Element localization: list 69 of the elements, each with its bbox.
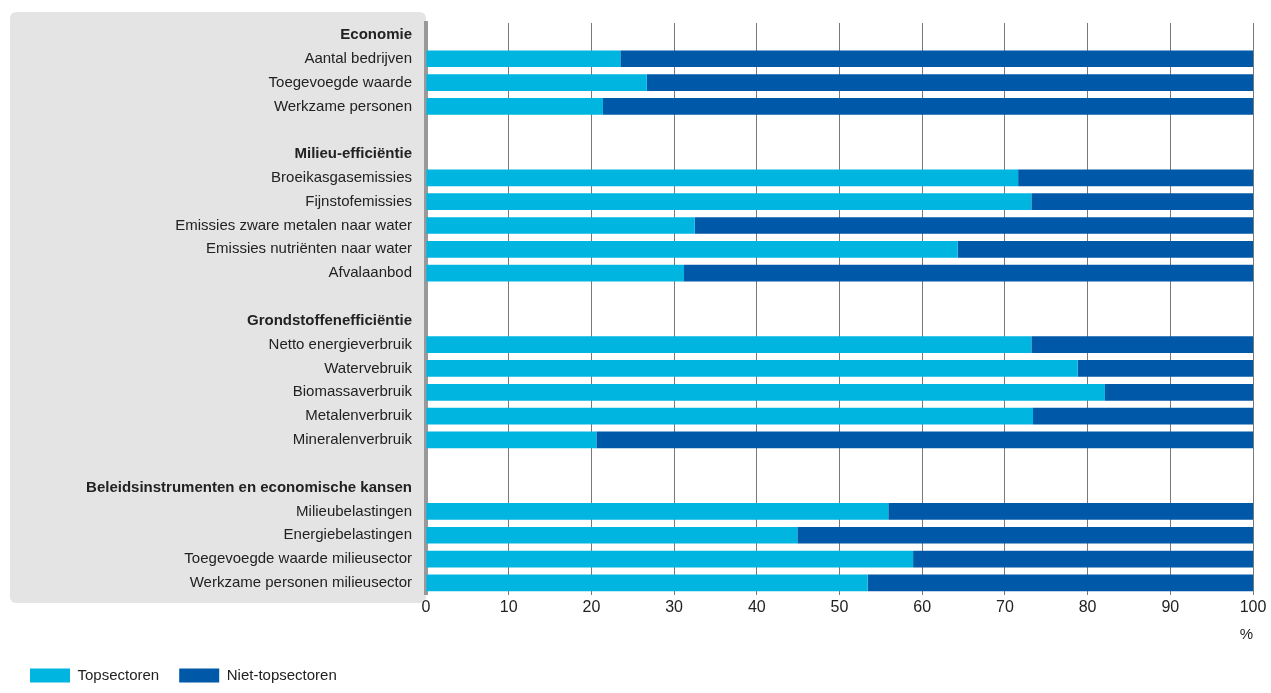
y-tick-label: Toegevoegde waarde [268, 72, 412, 90]
bar [797, 526, 1253, 544]
x-tick-label: 90 [1161, 597, 1180, 615]
y-tick-label: Watervebruik [324, 358, 413, 376]
bar [426, 407, 1034, 425]
bar [426, 98, 603, 115]
bar [1104, 383, 1253, 401]
x-tick-label: 70 [996, 597, 1014, 615]
y-tick-label: Aantal bedrijven [304, 48, 412, 66]
bar [1031, 193, 1253, 211]
bar [602, 98, 1253, 115]
y-tick-label: Emissies nutriënten naar water [206, 239, 412, 257]
bar [426, 550, 914, 568]
y-tick-label: Beleidsinstrumenten en economische kansen [86, 477, 412, 495]
legend-label: Niet-topsectoren [226, 665, 337, 683]
x-tick-label: 50 [830, 597, 849, 615]
bar [426, 574, 868, 592]
bar [426, 74, 647, 91]
y-tick-label: Toegevoegde waarde milieusector [184, 549, 412, 567]
y-tick-label: Milieubelastingen [296, 501, 412, 519]
y-tick-label: Grondstoffenefficiëntie [246, 310, 412, 328]
y-tick-label: Milieu-efficiëntie [294, 144, 412, 162]
bar [694, 217, 1253, 234]
x-tick-label: 80 [1078, 597, 1097, 615]
y-tick-label: Metalenverbruik [305, 406, 413, 424]
bar [426, 383, 1105, 401]
bar [426, 50, 621, 68]
legend-label: Topsectoren [77, 665, 160, 683]
bar [426, 360, 1078, 377]
bar [426, 503, 889, 520]
bar [426, 264, 685, 282]
y-tick-label: Mineralenverbruik [292, 430, 413, 448]
bar [426, 336, 1032, 353]
x-tick-label: 10 [499, 597, 518, 615]
y-tick-label: Biomassaverbruik [292, 382, 413, 400]
bar [426, 526, 798, 544]
x-tick-label: 0 [421, 597, 431, 615]
bar [426, 431, 597, 449]
bar [1077, 360, 1253, 377]
bar [426, 193, 1032, 211]
y-tick-label: Emissies zware metalen naar water [175, 215, 412, 233]
bar [646, 74, 1253, 91]
y-tick-label: Netto energieverbruik [268, 334, 413, 352]
y-tick-label: Economie [340, 25, 412, 43]
bar [1018, 169, 1253, 187]
y-tick-label: Fijnstofemissies [305, 191, 412, 209]
x-tick-label: 60 [913, 597, 932, 615]
x-tick-label: 20 [582, 597, 601, 615]
bar [426, 241, 958, 258]
y-tick-label: Broeikasgasemissies [271, 168, 412, 185]
bar [1031, 336, 1253, 353]
y-tick-label: Energiebelastingen [283, 525, 412, 543]
bar [426, 217, 695, 234]
bar [1033, 407, 1253, 425]
x-tick-label: 30 [665, 597, 684, 615]
bar [913, 550, 1253, 568]
bar [867, 574, 1253, 592]
bar [426, 169, 1019, 187]
bar [684, 264, 1253, 282]
bar [596, 431, 1253, 449]
x-tick-label: 100 [1239, 597, 1267, 615]
x-axis-title: % [1239, 625, 1253, 643]
bar [888, 503, 1253, 520]
bar [957, 241, 1253, 258]
y-tick-label: Afvalaanbod [328, 263, 412, 281]
y-tick-label: Werkzame personen [273, 96, 412, 114]
y-tick-label: Werkzame personen milieusector [189, 573, 412, 591]
x-tick-label: 40 [747, 597, 766, 615]
bar [620, 50, 1253, 68]
